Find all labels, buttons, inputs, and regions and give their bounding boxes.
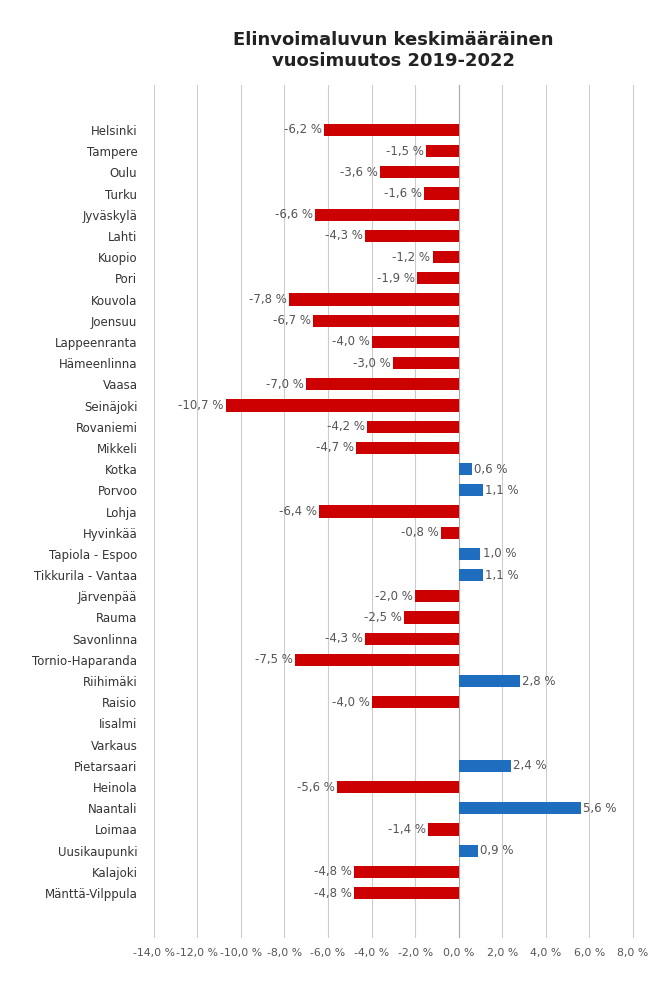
Bar [336,781,459,793]
Bar [394,357,459,369]
Text: 2,4 %: 2,4 % [513,759,547,772]
Bar [428,823,459,836]
Bar [424,187,459,200]
Text: -4,7 %: -4,7 % [316,441,354,454]
Bar [404,611,459,624]
Bar [459,463,471,475]
Bar [418,272,459,284]
Text: -5,6 %: -5,6 % [297,781,334,794]
Text: -6,7 %: -6,7 % [273,314,311,327]
Bar [415,590,459,602]
Bar [367,421,459,433]
Text: -1,5 %: -1,5 % [386,145,424,158]
Text: 0,6 %: 0,6 % [474,463,507,476]
Bar [459,548,480,560]
Text: -1,6 %: -1,6 % [384,187,422,200]
Bar [354,866,459,878]
Text: 1,1 %: 1,1 % [485,569,519,582]
Text: -4,8 %: -4,8 % [314,887,352,900]
Text: -2,0 %: -2,0 % [375,590,413,603]
Title: Elinvoimaluvun keskimääräinen
vuosimuutos 2019-2022: Elinvoimaluvun keskimääräinen vuosimuuto… [233,31,553,70]
Bar [459,569,483,581]
Bar [307,378,459,390]
Bar [295,654,459,666]
Text: -6,2 %: -6,2 % [283,123,321,136]
Text: 1,0 %: 1,0 % [483,547,516,560]
Text: -1,9 %: -1,9 % [377,272,415,285]
Bar [442,527,459,539]
Bar [324,124,459,136]
Text: -1,4 %: -1,4 % [388,823,426,836]
Bar [319,505,459,518]
Text: 1,1 %: 1,1 % [485,484,519,497]
Bar [225,399,459,412]
Bar [459,675,519,687]
Bar [365,633,459,645]
Text: -4,2 %: -4,2 % [327,420,365,433]
Text: -6,6 %: -6,6 % [275,208,313,221]
Bar [372,696,459,708]
Text: -4,8 %: -4,8 % [314,865,352,878]
Text: -3,0 %: -3,0 % [353,357,391,370]
Bar [459,760,511,772]
Bar [380,166,459,178]
Bar [313,315,459,327]
Text: -10,7 %: -10,7 % [178,399,223,412]
Bar [289,293,459,306]
Bar [426,145,459,157]
Text: -2,5 %: -2,5 % [364,611,402,624]
Bar [459,484,483,496]
Bar [459,845,478,857]
Text: 0,9 %: 0,9 % [480,844,514,857]
Text: 5,6 %: 5,6 % [583,802,616,815]
Text: -4,3 %: -4,3 % [325,229,363,242]
Bar [354,887,459,899]
Bar [432,251,459,263]
Text: -4,0 %: -4,0 % [332,696,369,709]
Text: -3,6 %: -3,6 % [340,166,378,179]
Text: -0,8 %: -0,8 % [401,526,439,539]
Bar [365,230,459,242]
Text: -1,2 %: -1,2 % [392,251,430,264]
Text: 2,8 %: 2,8 % [522,675,555,688]
Text: -7,0 %: -7,0 % [266,378,304,391]
Bar [372,336,459,348]
Text: -4,3 %: -4,3 % [325,632,363,645]
Text: -6,4 %: -6,4 % [279,505,317,518]
Text: -4,0 %: -4,0 % [332,335,369,348]
Bar [315,209,459,221]
Text: -7,5 %: -7,5 % [255,653,293,666]
Text: -7,8 %: -7,8 % [249,293,287,306]
Bar [356,442,459,454]
Bar [459,802,581,814]
